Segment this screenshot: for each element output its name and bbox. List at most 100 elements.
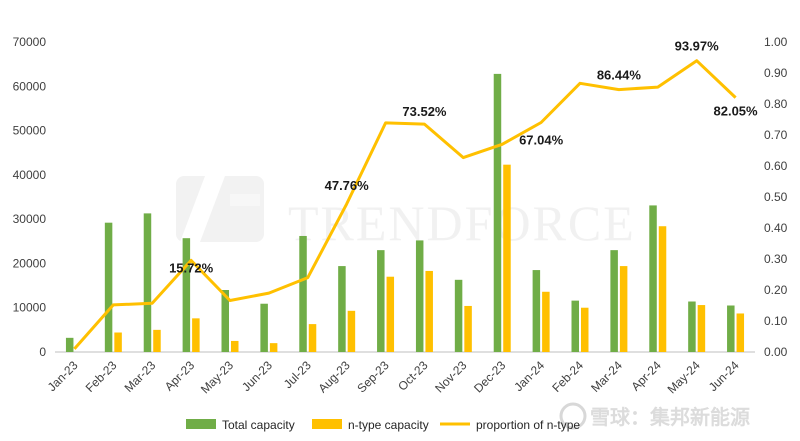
- left-tick-label: 0: [39, 345, 46, 359]
- ntype-capacity-bar: [464, 305, 472, 352]
- total-capacity-bar: [377, 250, 385, 352]
- x-tick-label: Sep-23: [354, 358, 391, 395]
- left-tick-label: 50000: [13, 124, 47, 138]
- x-tick-label: Jun-23: [239, 358, 275, 394]
- proportion-data-label: 93.97%: [675, 39, 720, 54]
- total-capacity-bar: [649, 205, 657, 352]
- right-tick-label: 0.80: [764, 97, 788, 111]
- x-axis-labels: Jan-23 Feb-23 Mar-23 Apr-23 May-23 Jun-23 Jul-…: [45, 358, 742, 396]
- total-capacity-bar: [221, 290, 229, 352]
- total-capacity-bar: [65, 337, 74, 352]
- x-tick-label: May-24: [665, 358, 703, 396]
- ntype-capacity-bar: [269, 343, 278, 352]
- ntype-capacity-bar: [308, 324, 317, 352]
- xueqiu-logo-icon: [559, 402, 587, 430]
- x-tick-label: Jan-24: [511, 358, 547, 394]
- ntype-capacity-bar: [503, 164, 511, 352]
- total-capacity-bar: [338, 266, 346, 352]
- right-y-axis: 0.00 0.10 0.20 0.30 0.40 0.50 0.60 0.70 0.80 0.90…: [764, 35, 788, 359]
- left-tick-label: 30000: [13, 212, 47, 226]
- ntype-capacity-bar: [658, 226, 667, 352]
- x-tick-label: Mar-23: [122, 358, 159, 395]
- proportion-data-label: 15.72%: [169, 260, 214, 275]
- ntype-capacity-bar: [736, 313, 745, 352]
- legend-label-proportion: proportion of n-type: [476, 418, 580, 432]
- proportion-data-label: 86.44%: [597, 68, 642, 83]
- total-capacity-bar: [143, 213, 152, 352]
- total-capacity-bars: [65, 73, 735, 352]
- trendforce-watermark-text: TRENDFORCE: [288, 195, 636, 251]
- left-tick-label: 60000: [13, 79, 47, 93]
- x-tick-label: Dec-23: [471, 358, 508, 395]
- total-capacity-bar: [299, 235, 307, 352]
- legend: Total capacity n-type capacity proportion …: [186, 418, 580, 432]
- left-tick-label: 20000: [13, 256, 47, 270]
- x-tick-label: May-23: [198, 358, 236, 396]
- total-capacity-bar: [415, 240, 424, 352]
- trendforce-watermark: TRENDFORCE: [176, 176, 636, 251]
- left-tick-label: 40000: [13, 168, 47, 182]
- total-capacity-bar: [260, 303, 268, 352]
- x-tick-label: Nov-23: [432, 358, 469, 395]
- ntype-capacity-bar: [386, 276, 395, 352]
- right-tick-label: 1.00: [764, 35, 788, 49]
- source-watermark: 雪球：集邦新能源: [559, 402, 750, 430]
- source-watermark-text: 雪球：集邦新能源: [590, 405, 750, 429]
- legend-swatch-total: [186, 419, 216, 429]
- x-tick-label: Jan-23: [45, 358, 81, 394]
- proportion-data-labels: 15.72% 47.76% 73.52% 67.04% 86.44% 93.97% 82.0…: [169, 39, 758, 276]
- legend-label-total: Total capacity: [222, 418, 295, 432]
- ntype-capacity-bar: [581, 307, 589, 352]
- ntype-capacity-bar: [153, 329, 161, 352]
- right-tick-label: 0.30: [764, 252, 788, 266]
- ntype-capacity-bar: [347, 310, 356, 352]
- proportion-data-label: 73.52%: [402, 104, 447, 119]
- ntype-capacity-bar: [619, 266, 628, 352]
- total-capacity-bar: [532, 270, 541, 352]
- trendforce-logo-accent: [230, 194, 260, 206]
- total-capacity-bar: [610, 250, 618, 352]
- right-tick-label: 0.50: [764, 190, 788, 204]
- total-capacity-bar: [104, 222, 113, 352]
- x-tick-label: Feb-24: [549, 358, 586, 395]
- ntype-capacity-bar: [192, 318, 200, 352]
- right-tick-label: 0.10: [764, 314, 788, 328]
- total-capacity-bar: [688, 301, 696, 352]
- right-tick-label: 0.40: [764, 221, 788, 235]
- x-tick-label: Apr-23: [162, 358, 198, 394]
- right-tick-label: 0.70: [764, 128, 788, 142]
- right-tick-label: 0.60: [764, 159, 788, 173]
- ntype-capacity-bar: [542, 291, 550, 352]
- right-tick-label: 0.20: [764, 283, 788, 297]
- ntype-capacity-bar: [425, 270, 433, 352]
- legend-label-ntype: n-type capacity: [348, 418, 429, 432]
- proportion-line: [73, 59, 737, 350]
- total-capacity-bar: [182, 238, 191, 352]
- total-capacity-bar: [571, 300, 579, 352]
- ntype-capacity-bar: [114, 332, 122, 352]
- x-tick-label: Jun-24: [706, 358, 742, 394]
- legend-swatch-ntype: [312, 419, 342, 429]
- ntype-capacity-bars: [114, 164, 745, 352]
- ntype-capacity-bar: [697, 305, 706, 352]
- x-tick-label: Apr-24: [629, 358, 665, 394]
- right-tick-label: 0.00: [764, 345, 788, 359]
- x-tick-label: Feb-23: [83, 358, 120, 395]
- total-capacity-bar: [454, 279, 463, 352]
- proportion-data-label: 47.76%: [325, 178, 370, 193]
- x-tick-label: Jul-23: [281, 358, 314, 391]
- total-capacity-bar: [493, 73, 502, 352]
- x-tick-label: Aug-23: [316, 358, 353, 395]
- left-tick-label: 70000: [13, 35, 47, 49]
- trendforce-logo-stripe: [180, 176, 225, 242]
- proportion-data-label: 67.04%: [519, 132, 564, 147]
- right-tick-label: 0.90: [764, 66, 788, 80]
- x-tick-label: Mar-24: [588, 358, 625, 395]
- ntype-capacity-bar: [231, 340, 239, 352]
- left-tick-label: 10000: [13, 301, 47, 315]
- left-y-axis: 0 10000 20000 30000 40000 50000 60000 70000: [13, 35, 47, 359]
- total-capacity-bar: [727, 305, 735, 352]
- x-tick-label: Oct-23: [395, 358, 431, 394]
- proportion-data-label: 82.05%: [714, 104, 759, 119]
